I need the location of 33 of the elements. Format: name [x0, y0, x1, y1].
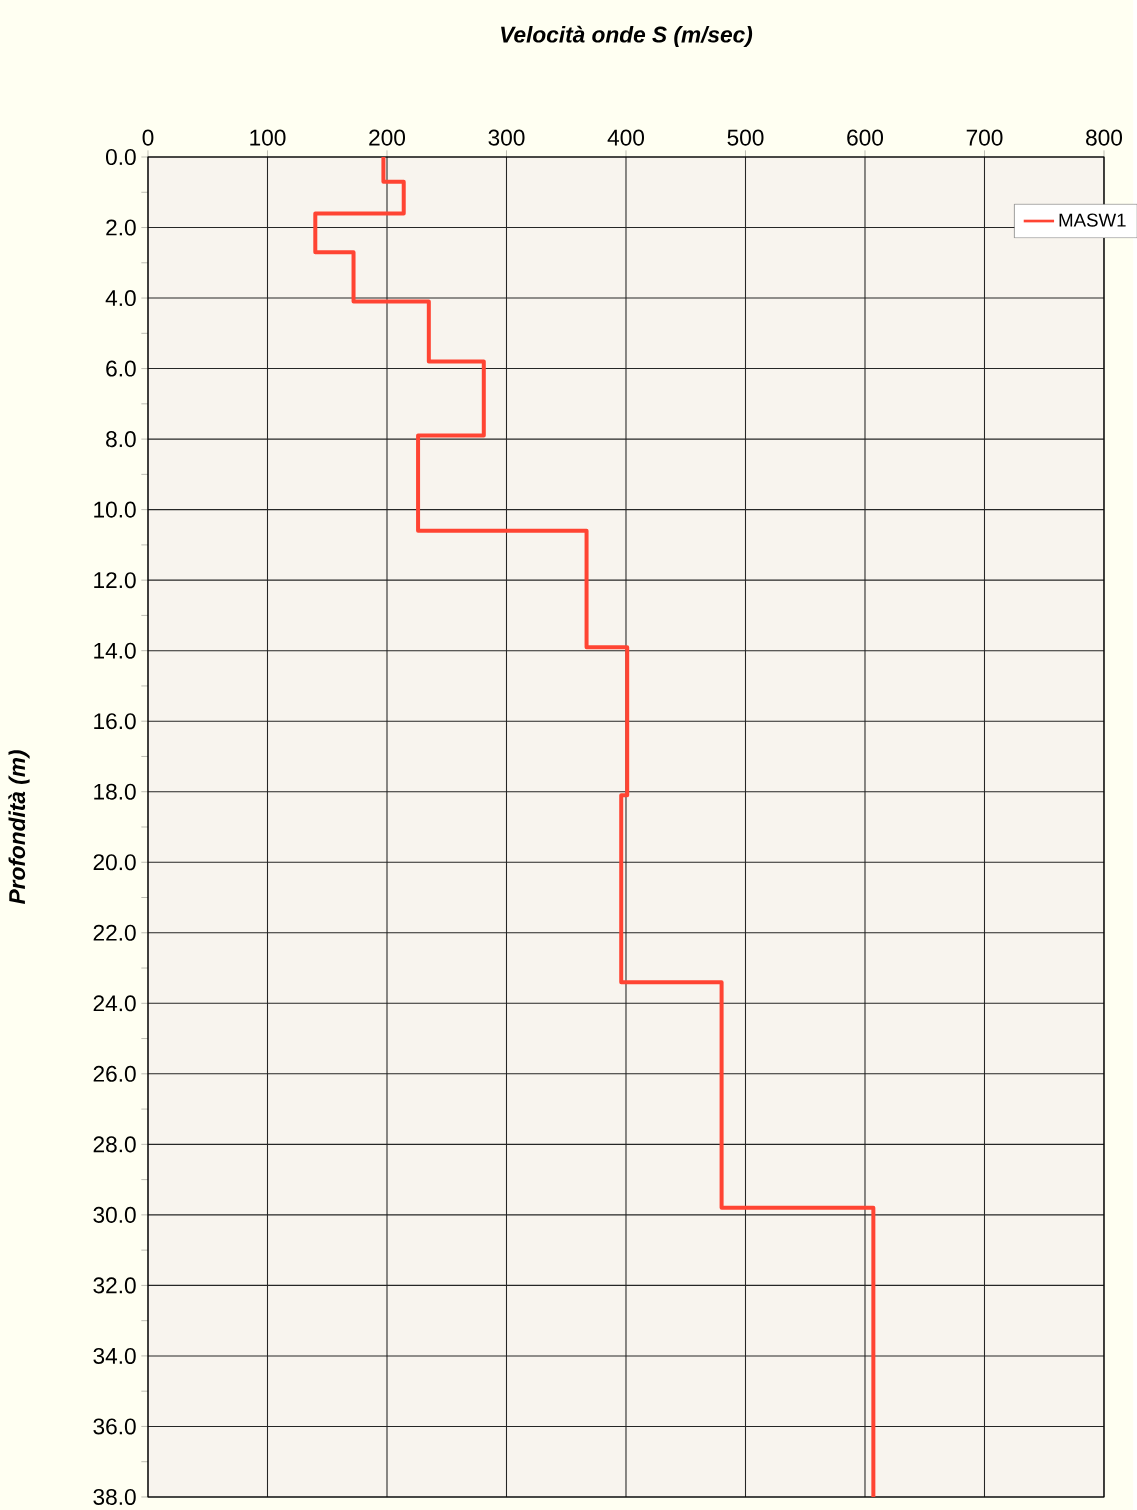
y-tick-label: 4.0: [105, 290, 136, 307]
y-tick-label: 18.0: [94, 783, 136, 800]
x-tick-label: 200: [369, 129, 405, 146]
x-tick-label: 300: [488, 129, 525, 146]
y-tick-label: 2.0: [106, 219, 136, 236]
line-series: [313, 155, 876, 1499]
y-tick-label: 14.0: [94, 642, 136, 659]
legend-label: MASW1: [1059, 213, 1126, 227]
y-tick-label: 10.0: [94, 501, 136, 518]
y-tick-label: 38.0: [93, 1488, 136, 1505]
x-tick-label: 600: [847, 129, 883, 146]
y-tick-label: 8.0: [105, 431, 136, 448]
x-tick-label: 700: [966, 129, 1003, 146]
y-tick-label: 26.0: [93, 1065, 136, 1082]
y-tick-label: 36.0: [93, 1418, 136, 1435]
y-tick-label: 30.0: [93, 1206, 136, 1223]
x-tick-label: 0: [142, 129, 154, 146]
x-tick-label: 500: [727, 129, 764, 146]
x-tick-label: 100: [250, 129, 286, 146]
y-tick-label: 32.0: [93, 1277, 136, 1294]
y-tick-label: 34.0: [93, 1347, 136, 1364]
y-tick-label: 28.0: [93, 1136, 136, 1153]
y-tick-label: 22.0: [93, 924, 136, 941]
x-tick-label: 800: [1085, 129, 1122, 146]
y-axis-title: Profondità (m): [8, 750, 30, 905]
x-axis-title: Velocità onde S (m/sec): [500, 25, 752, 48]
y-tick-label: 20.0: [93, 854, 136, 871]
y-tick-label: 16.0: [94, 713, 136, 730]
y-tick-label: 0.0: [105, 148, 136, 166]
x-tick-label: 400: [607, 129, 644, 146]
y-tick-label: 12.0: [94, 572, 136, 589]
y-tick-label: 24.0: [93, 995, 136, 1012]
y-tick-label: 6.0: [106, 360, 136, 377]
